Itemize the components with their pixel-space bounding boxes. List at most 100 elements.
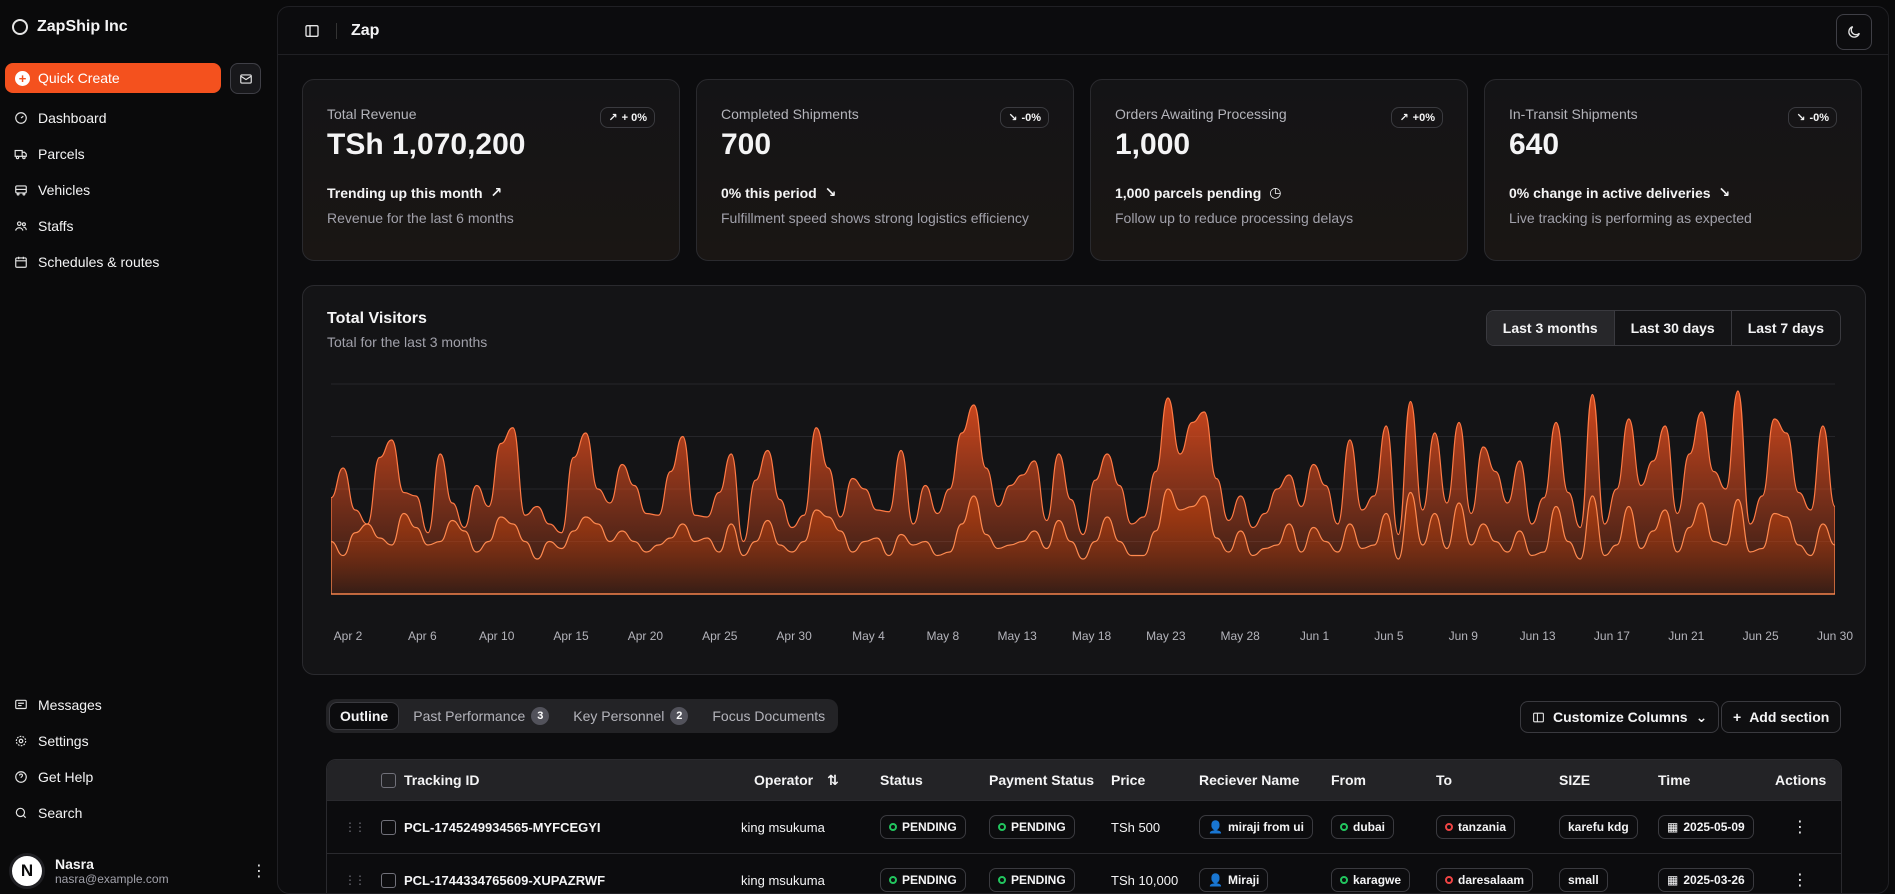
user-menu[interactable]: N Nasra nasra@example.com ⋮ [9, 853, 267, 889]
card-trend: Trending up this month ↗ [327, 184, 655, 201]
checkbox[interactable] [381, 772, 396, 788]
stat-card-revenue: Total Revenue TSh 1,070,200 ↗ + 0% Trendi… [302, 79, 680, 261]
to-badge: daresalaam [1436, 854, 1534, 893]
stat-card-in-transit: In-Transit Shipments 640 ↘ -0% 0% change … [1484, 79, 1862, 261]
col-to[interactable]: To [1436, 772, 1453, 788]
x-tick-label: Apr 15 [553, 629, 589, 643]
card-trend: 0% this period ↘ [721, 184, 1049, 201]
nav-item-schedules[interactable]: Schedules & routes [0, 244, 276, 280]
tab-past-performance[interactable]: Past Performance 3 [403, 702, 559, 730]
col-status[interactable]: Status [880, 772, 923, 788]
table-row[interactable]: ⋮⋮ PCL-1745249934565-MYFCEGYI king msuku… [327, 800, 1841, 853]
range-selector: Last 3 months Last 30 days Last 7 days [1485, 310, 1841, 346]
mail-icon [239, 73, 252, 84]
series-area-2 [331, 488, 1835, 595]
card-label: Completed Shipments [721, 106, 859, 122]
divider [336, 22, 337, 39]
brand[interactable]: ZapShip Inc [12, 18, 128, 36]
plus-circle-icon: + [15, 70, 30, 86]
row-checkbox[interactable] [381, 854, 396, 893]
range-30-days[interactable]: Last 30 days [1613, 311, 1731, 345]
user-name: Nasra [55, 856, 94, 872]
x-tick-label: Jun 5 [1374, 629, 1404, 643]
nav-item-messages[interactable]: Messages [0, 687, 276, 723]
avatar: N [9, 853, 45, 889]
tab-label: Outline [340, 708, 389, 724]
row-actions-icon[interactable]: ⋮ [1792, 819, 1808, 836]
nav-label: Parcels [38, 146, 85, 162]
col-tracking-id[interactable]: Tracking ID [404, 772, 480, 788]
nav-item-vehicles[interactable]: Vehicles [0, 172, 276, 208]
nav-item-help[interactable]: Get Help [0, 759, 276, 795]
receiver-text: Miraji [1227, 873, 1260, 887]
col-time[interactable]: Time [1658, 772, 1691, 788]
trend-down-icon: ↘ [1796, 112, 1806, 124]
range-3-months[interactable]: Last 3 months [1486, 311, 1614, 345]
columns-icon [1533, 712, 1544, 722]
clock-icon: ◷ [1269, 184, 1282, 200]
loader-icon [889, 876, 897, 884]
payment-status-badge: PENDING [989, 854, 1075, 893]
nav-label: Messages [38, 697, 102, 713]
theme-toggle-button[interactable] [1836, 14, 1872, 50]
card-value: 640 [1509, 128, 1560, 161]
time-badge: ▦ 2025-03-26 [1658, 854, 1754, 893]
col-size[interactable]: SIZE [1559, 772, 1591, 788]
nav-item-parcels[interactable]: Parcels [0, 136, 276, 172]
price: TSh 10,000 [1111, 872, 1179, 888]
size-badge: karefu kdg [1559, 801, 1638, 853]
section-tabs: Outline Past Performance 3 Key Personnel 2… [326, 699, 839, 733]
trend-down-icon: ↘ [824, 184, 837, 200]
nav-item-staffs[interactable]: Staffs [0, 208, 276, 244]
trend-up-icon: ↗ [608, 112, 618, 124]
destination-icon [1445, 876, 1453, 884]
checkbox[interactable] [381, 872, 396, 888]
drag-handle-icon[interactable]: ⋮⋮ [344, 820, 366, 834]
more-vertical-icon[interactable]: ⋮ [251, 863, 267, 880]
x-tick-label: Jun 30 [1816, 629, 1854, 643]
customize-columns-button[interactable]: Customize Columns ⌄ [1520, 701, 1720, 733]
badge-text: -0% [1809, 111, 1829, 124]
col-payment-status[interactable]: Payment Status [989, 772, 1095, 788]
nav-item-search[interactable]: Search [0, 795, 276, 831]
x-tick-label: Apr 20 [627, 629, 664, 643]
time-text: 2025-05-09 [1683, 820, 1745, 834]
tab-focus-documents[interactable]: Focus Documents [702, 702, 835, 730]
trend-badge: ↘ -0% [1788, 107, 1837, 128]
tracking-id[interactable]: PCL-1744334765609-XUPAZRWF [404, 872, 606, 888]
nav-item-dashboard[interactable]: Dashboard [0, 100, 276, 136]
sidebar-toggle-icon[interactable] [304, 23, 320, 39]
col-from[interactable]: From [1331, 772, 1366, 788]
tracking-id[interactable]: PCL-1745249934565-MYFCEGYI [404, 819, 601, 835]
range-7-days[interactable]: Last 7 days [1730, 311, 1840, 345]
select-all-checkbox[interactable] [381, 760, 396, 800]
to-text: tanzania [1458, 820, 1507, 834]
x-tick-label: Jun 1 [1299, 629, 1330, 643]
checkbox[interactable] [381, 819, 396, 835]
row-actions-icon[interactable]: ⋮ [1792, 872, 1808, 889]
tab-outline[interactable]: Outline [329, 702, 400, 730]
calendar-icon: ▦ [1667, 820, 1679, 834]
status-badge: PENDING [880, 801, 966, 853]
destination-icon [1445, 823, 1453, 831]
user-icon: 👤 [1208, 873, 1223, 887]
inbox-button[interactable] [230, 63, 261, 94]
nav-item-settings[interactable]: Settings [0, 723, 276, 759]
trend-down-icon: ↘ [1718, 184, 1731, 200]
col-receiver[interactable]: Reciever Name [1199, 772, 1300, 788]
row-checkbox[interactable] [381, 801, 396, 853]
receiver-text: miraji from ui [1227, 820, 1304, 834]
payment-text: PENDING [1011, 820, 1066, 834]
brand-name: ZapShip Inc [37, 18, 128, 35]
x-tick-label: May 8 [926, 629, 960, 643]
drag-handle-icon[interactable]: ⋮⋮ [344, 873, 366, 887]
tab-key-personnel[interactable]: Key Personnel 2 [563, 702, 698, 730]
col-price[interactable]: Price [1111, 772, 1146, 788]
sort-icon[interactable]: ⇅ [827, 771, 839, 788]
col-operator[interactable]: Operator ⇅ [754, 760, 839, 800]
quick-create-button[interactable]: + Quick Create [5, 63, 221, 93]
button-label: Add section [1749, 709, 1830, 725]
add-section-button[interactable]: + Add section [1721, 701, 1842, 733]
trend-badge: ↗ + 0% [600, 107, 655, 128]
table-row[interactable]: ⋮⋮ PCL-1744334765609-XUPAZRWF king msuku… [327, 853, 1841, 893]
